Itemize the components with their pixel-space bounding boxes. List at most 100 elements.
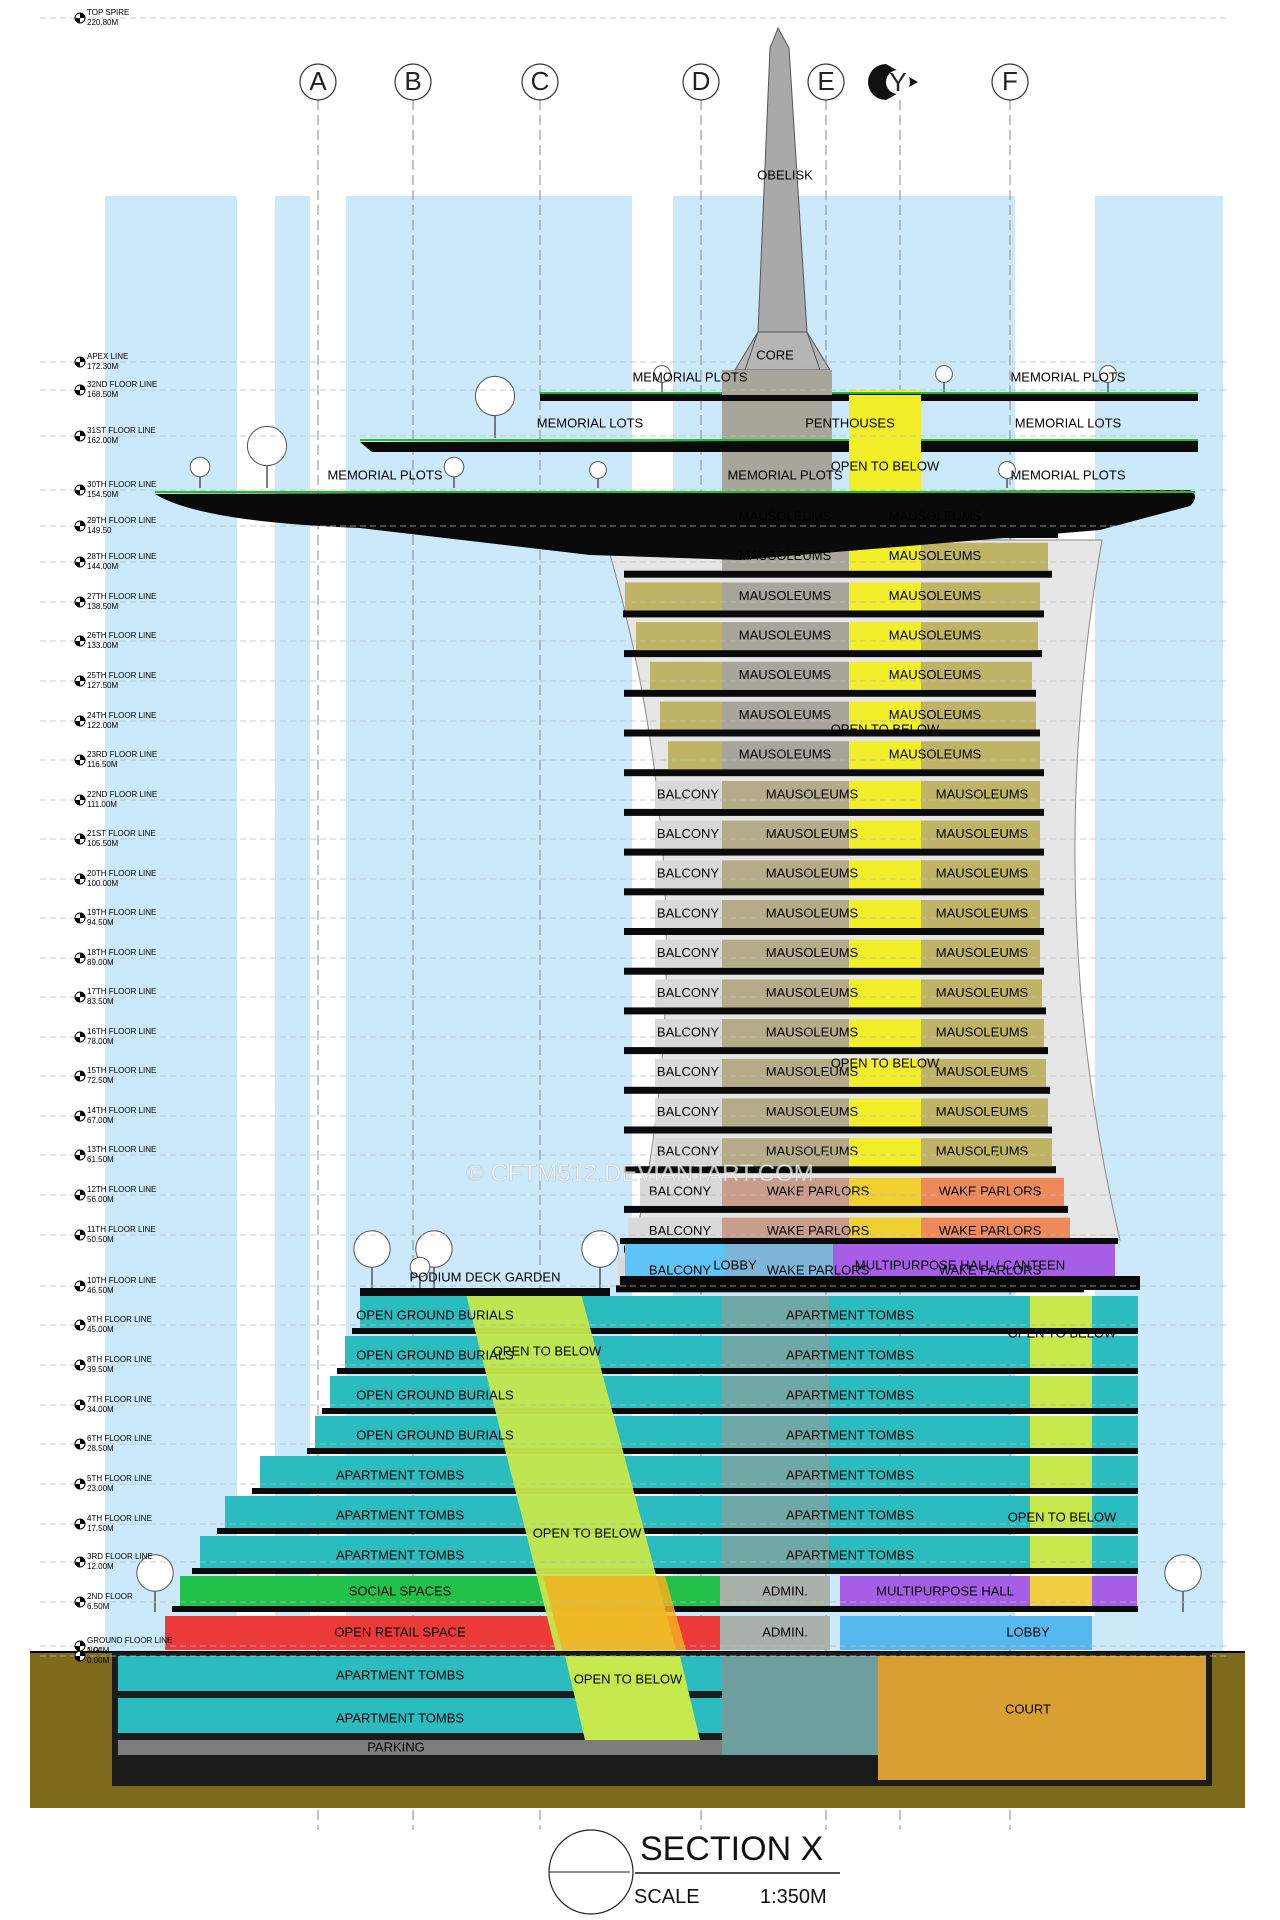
- level-symbol: [75, 918, 80, 923]
- level-name: 16TH FLOOR LINE: [87, 1027, 156, 1036]
- level-symbol: [80, 1230, 85, 1235]
- admin-label: ADMIN.: [762, 1624, 808, 1639]
- level-symbol: [75, 1444, 80, 1449]
- mausoleums-label: MAUSOLEUMS: [889, 548, 982, 563]
- void-zone: [849, 820, 921, 849]
- wake-parlors-label: WAKE PARLORS: [767, 1263, 870, 1278]
- apartment-tombs-label: APARTMENT TOMBS: [786, 1387, 914, 1402]
- open-to-below-label: OPEN TO BELOW: [831, 721, 940, 736]
- level-name: 10TH FLOOR LINE: [87, 1276, 156, 1285]
- mausoleum-zone: [921, 542, 1048, 571]
- tree-canopy: [998, 461, 1016, 479]
- mausoleums-label: MAUSOLEUMS: [936, 826, 1029, 841]
- core-zone: [722, 979, 849, 1008]
- core-zone: [722, 582, 849, 611]
- apartment-tombs-label: APARTMENT TOMBS: [336, 1710, 464, 1725]
- void-zone: [849, 1019, 921, 1048]
- mausoleum-zone: [921, 979, 1042, 1008]
- level-symbol: [75, 879, 80, 884]
- balcony-zone: [640, 1177, 722, 1206]
- floor-slab: [620, 1276, 1140, 1290]
- balcony-label: BALCONY: [649, 1223, 711, 1238]
- mausoleums-label: MAUSOLEUMS: [766, 1025, 859, 1040]
- court-label: COURT: [1005, 1701, 1051, 1716]
- open-ground-burials-label: OPEN GROUND BURIALS: [356, 1387, 514, 1402]
- level-name: 22ND FLOOR LINE: [87, 790, 157, 799]
- balcony-label: BALCONY: [657, 1064, 719, 1079]
- level-name: 9TH FLOOR LINE: [87, 1315, 152, 1324]
- level-elevation: 61.50M: [87, 1155, 114, 1164]
- level-elevation: 144.00M: [87, 562, 118, 571]
- axis-letter: F: [1002, 66, 1018, 96]
- mausoleums-label: MAUSOLEUMS: [936, 1144, 1029, 1159]
- void-zone: [849, 1177, 921, 1206]
- void-zone: [849, 582, 921, 611]
- level-elevation: 17.50M: [87, 1524, 114, 1533]
- void-zone: [849, 979, 921, 1008]
- mausoleums-label: MAUSOLEUMS: [936, 905, 1029, 920]
- obelisk-label: OBELISK: [757, 167, 813, 182]
- trees: [136, 365, 1202, 1612]
- void-zone: [849, 395, 921, 490]
- balcony-label: BALCONY: [657, 866, 719, 881]
- grid-axis-bubbles: A B C D E FY: [299, 63, 1029, 101]
- memorial-plots-label: MEMORIAL PLOTS: [1010, 369, 1125, 384]
- axis-circle: [521, 63, 559, 101]
- mausoleums-label: MAUSOLEUMS: [766, 786, 859, 801]
- level-name: 11TH FLOOR LINE: [87, 1225, 156, 1234]
- core-zone: [722, 741, 849, 770]
- mausoleum-zone: [660, 701, 722, 730]
- apartment-tombs-label: APARTMENT TOMBS: [336, 1547, 464, 1562]
- lobby-label: LOBBY: [713, 1257, 757, 1272]
- floor-slab: [352, 1328, 1138, 1334]
- lobby-zone: [625, 1244, 725, 1276]
- multipurpose-hall-zone: [1092, 1576, 1137, 1606]
- level-symbol: [80, 636, 85, 641]
- wake-parlors-label: WAKE PARLORS: [939, 1223, 1042, 1238]
- core-zone: [722, 1536, 829, 1568]
- level-name: GROUND FLOOR LINE: [87, 1636, 172, 1645]
- lobby-zone: [1092, 1616, 1137, 1650]
- lobby-label: LOBBY: [1006, 1624, 1050, 1639]
- mausoleum-zone: [921, 939, 1040, 968]
- podium-floor: [225, 1496, 1138, 1528]
- wake-parlors-label: WAKE PARLORS: [939, 1263, 1042, 1278]
- level-symbol: [80, 431, 85, 436]
- apartment-tombs-label: APARTMENT TOMBS: [786, 1427, 914, 1442]
- open-to-below-label: OPEN TO BELOW: [493, 1343, 602, 1358]
- level-name: 3RD FLOOR LINE: [87, 1552, 153, 1561]
- mausoleum-zone: [921, 820, 1040, 849]
- court-zone: [878, 1656, 1206, 1780]
- core-label: CORE: [756, 347, 794, 362]
- tree-canopy: [409, 1256, 431, 1278]
- level-elevation: 23.00M: [87, 1484, 114, 1493]
- level-symbol: [80, 597, 85, 602]
- level-name: 20TH FLOOR LINE: [87, 869, 156, 878]
- level-elevation: 83.50M: [87, 997, 114, 1006]
- core-zone: [722, 1336, 829, 1368]
- axis-letter: D: [692, 66, 711, 96]
- podium-floor: [260, 1456, 1138, 1488]
- axis-circle: [682, 63, 720, 101]
- axis-circle: [394, 63, 432, 101]
- void-zone: [849, 939, 921, 968]
- level-symbol: [80, 1519, 85, 1524]
- room-labels: OBELISK CORE MEMORIAL PLOTS MEMORIAL PLOTS M…: [327, 167, 1125, 1754]
- memorial-lots-label: MEMORIAL LOTS: [1015, 415, 1122, 430]
- level-name: 19TH FLOOR LINE: [87, 908, 156, 917]
- apartment-tombs-label: APARTMENT TOMBS: [336, 1467, 464, 1482]
- level-symbol: [75, 997, 80, 1002]
